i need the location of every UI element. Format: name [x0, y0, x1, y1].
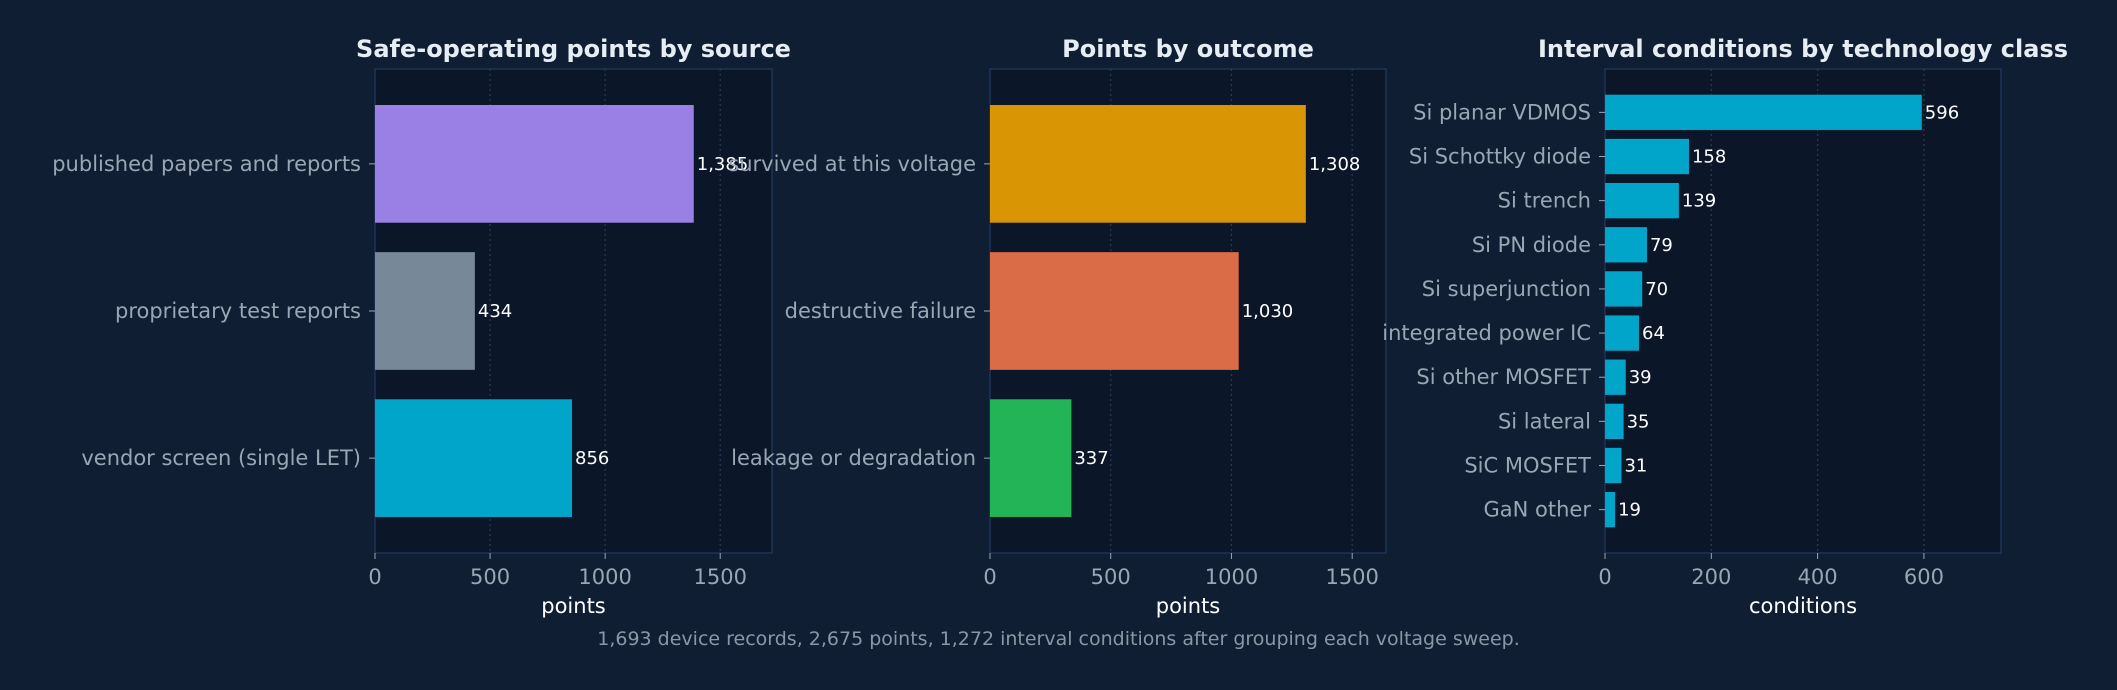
chart-title: Points by outcome	[1062, 35, 1314, 63]
category-label: integrated power IC	[1382, 321, 1591, 345]
tick-label: 600	[1904, 565, 1944, 589]
chart-title: Safe-operating points by source	[356, 35, 791, 63]
data-label: 70	[1645, 279, 1668, 300]
category-label: Si superjunction	[1422, 277, 1591, 301]
bar	[1605, 315, 1640, 351]
data-label: 1,385	[697, 154, 749, 175]
data-label: 337	[1074, 448, 1108, 469]
tick-label: 400	[1798, 565, 1838, 589]
data-label: 31	[1624, 455, 1647, 476]
bar	[1605, 182, 1679, 219]
chart-panel-1: 1,385 published papers and reports 434 prop…	[52, 35, 791, 618]
category-label: Si other MOSFET	[1416, 365, 1591, 389]
x-axis-label: conditions	[1749, 594, 1857, 618]
bar	[1605, 271, 1643, 307]
bar	[375, 252, 475, 370]
tick-label: 200	[1691, 565, 1731, 589]
data-label: 856	[575, 448, 609, 469]
bar	[990, 252, 1239, 370]
data-label: 434	[478, 301, 512, 322]
bar	[375, 105, 694, 223]
data-label: 158	[1692, 147, 1726, 168]
category-label: SiC MOSFET	[1464, 453, 1591, 477]
bar	[1605, 491, 1616, 528]
tick-label: 500	[470, 565, 510, 589]
data-label: 79	[1650, 235, 1673, 256]
x-axis-label: points	[1156, 594, 1221, 618]
bar	[1605, 403, 1624, 440]
data-label: 1,030	[1242, 301, 1294, 322]
data-label: 64	[1642, 323, 1665, 344]
bar	[1605, 447, 1622, 484]
category-label: published papers and reports	[52, 152, 361, 176]
tick-label: 1500	[693, 565, 746, 589]
bar	[990, 105, 1306, 223]
tick-label: 1500	[1325, 565, 1378, 589]
tick-label: 0	[1598, 565, 1611, 589]
bar	[1605, 94, 1922, 131]
category-label: leakage or degradation	[731, 446, 976, 470]
data-label: 35	[1627, 411, 1650, 432]
data-label: 596	[1925, 102, 1959, 123]
category-label: proprietary test reports	[115, 299, 361, 323]
figure-caption: 1,693 device records, 2,675 points, 1,27…	[597, 628, 1520, 650]
category-label: Si planar VDMOS	[1413, 100, 1591, 124]
bar	[1605, 359, 1626, 395]
chart-panel-3: 596 Si planar VDMOS 158 Si Schottky diode 13…	[1382, 35, 2068, 618]
bar	[1605, 227, 1647, 263]
tick-label: 0	[983, 565, 996, 589]
category-label: survived at this voltage	[728, 152, 976, 176]
category-label: destructive failure	[785, 299, 976, 323]
tick-label: 1000	[1205, 565, 1258, 589]
category-label: Si Schottky diode	[1409, 145, 1591, 169]
tick-label: 0	[368, 565, 381, 589]
data-label: 39	[1629, 367, 1652, 388]
bar	[1605, 138, 1689, 175]
x-axis-label: points	[541, 594, 606, 618]
data-label: 19	[1618, 500, 1641, 521]
data-label: 139	[1682, 191, 1716, 212]
category-label: Si PN diode	[1472, 233, 1591, 257]
data-label: 1,308	[1309, 154, 1361, 175]
category-label: Si trench	[1498, 189, 1591, 213]
bar	[990, 399, 1072, 517]
tick-label: 500	[1091, 565, 1131, 589]
chart-title: Interval conditions by technology class	[1538, 35, 2068, 63]
tick-label: 1000	[578, 565, 631, 589]
bar	[375, 399, 573, 517]
category-label: Si lateral	[1498, 409, 1591, 433]
category-label: vendor screen (single LET)	[81, 446, 361, 470]
category-label: GaN other	[1484, 498, 1592, 522]
chart-panel-2: 1,308 survived at this voltage 1,030 destru…	[728, 35, 1387, 618]
